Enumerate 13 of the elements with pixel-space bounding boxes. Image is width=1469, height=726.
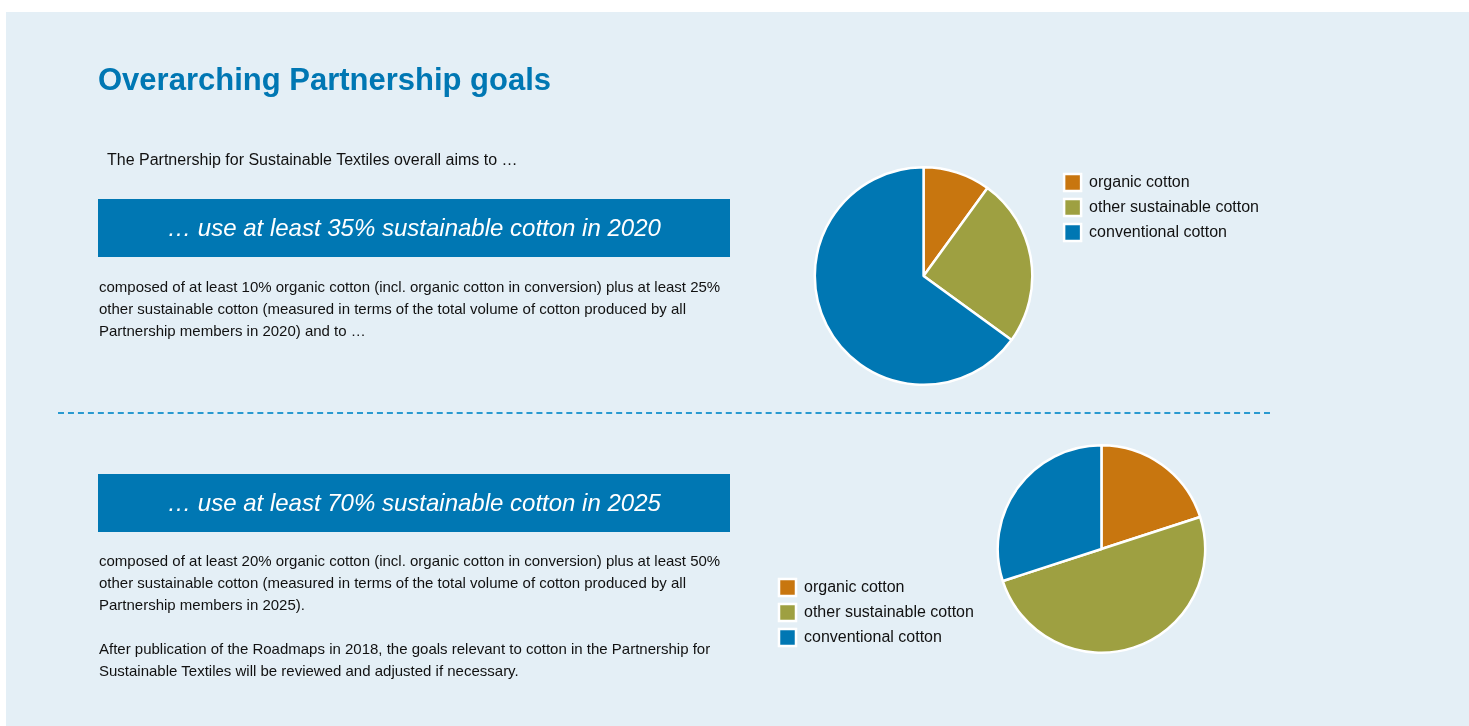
text: … use at least 35% sustainable cotton in 2020 bbox=[98, 199, 730, 257]
text: … use at least 70% sustainable cotton in 2025 bbox=[98, 474, 730, 532]
legend-label: conventional cotton bbox=[804, 627, 942, 645]
legend-label: organic cotton bbox=[1089, 172, 1190, 190]
text: Overarching Partnership goals bbox=[98, 62, 552, 98]
text: composed of at least 10% organic cotton (incl. organic cotton in conversion) plus at least 25% other sustainable cotton (measured in terms of the total volume of cotton produced by all Partnership members in 2020) and to … bbox=[99, 277, 722, 341]
legend-label: other sustainable cotton bbox=[804, 602, 974, 620]
legend-label: organic cotton bbox=[804, 577, 905, 595]
legend-label: conventional cotton bbox=[1089, 222, 1227, 240]
text: The Partnership for Sustainable Textiles overall aims to … bbox=[107, 151, 518, 169]
text: composed of at least 20% organic cotton (incl. organic cotton in conversion) plus at least 50% other sustainable cotton (measured in terms of the total volume of cotton produced by all Partnership members in 2025). bbox=[99, 551, 722, 615]
legend-label: other sustainable cotton bbox=[1089, 197, 1259, 215]
text: After publication of the Roadmaps in 2018, the goals relevant to cotton in the Partnership for Sustainable Textiles will be reviewed and adjusted if necessary. bbox=[99, 639, 712, 681]
